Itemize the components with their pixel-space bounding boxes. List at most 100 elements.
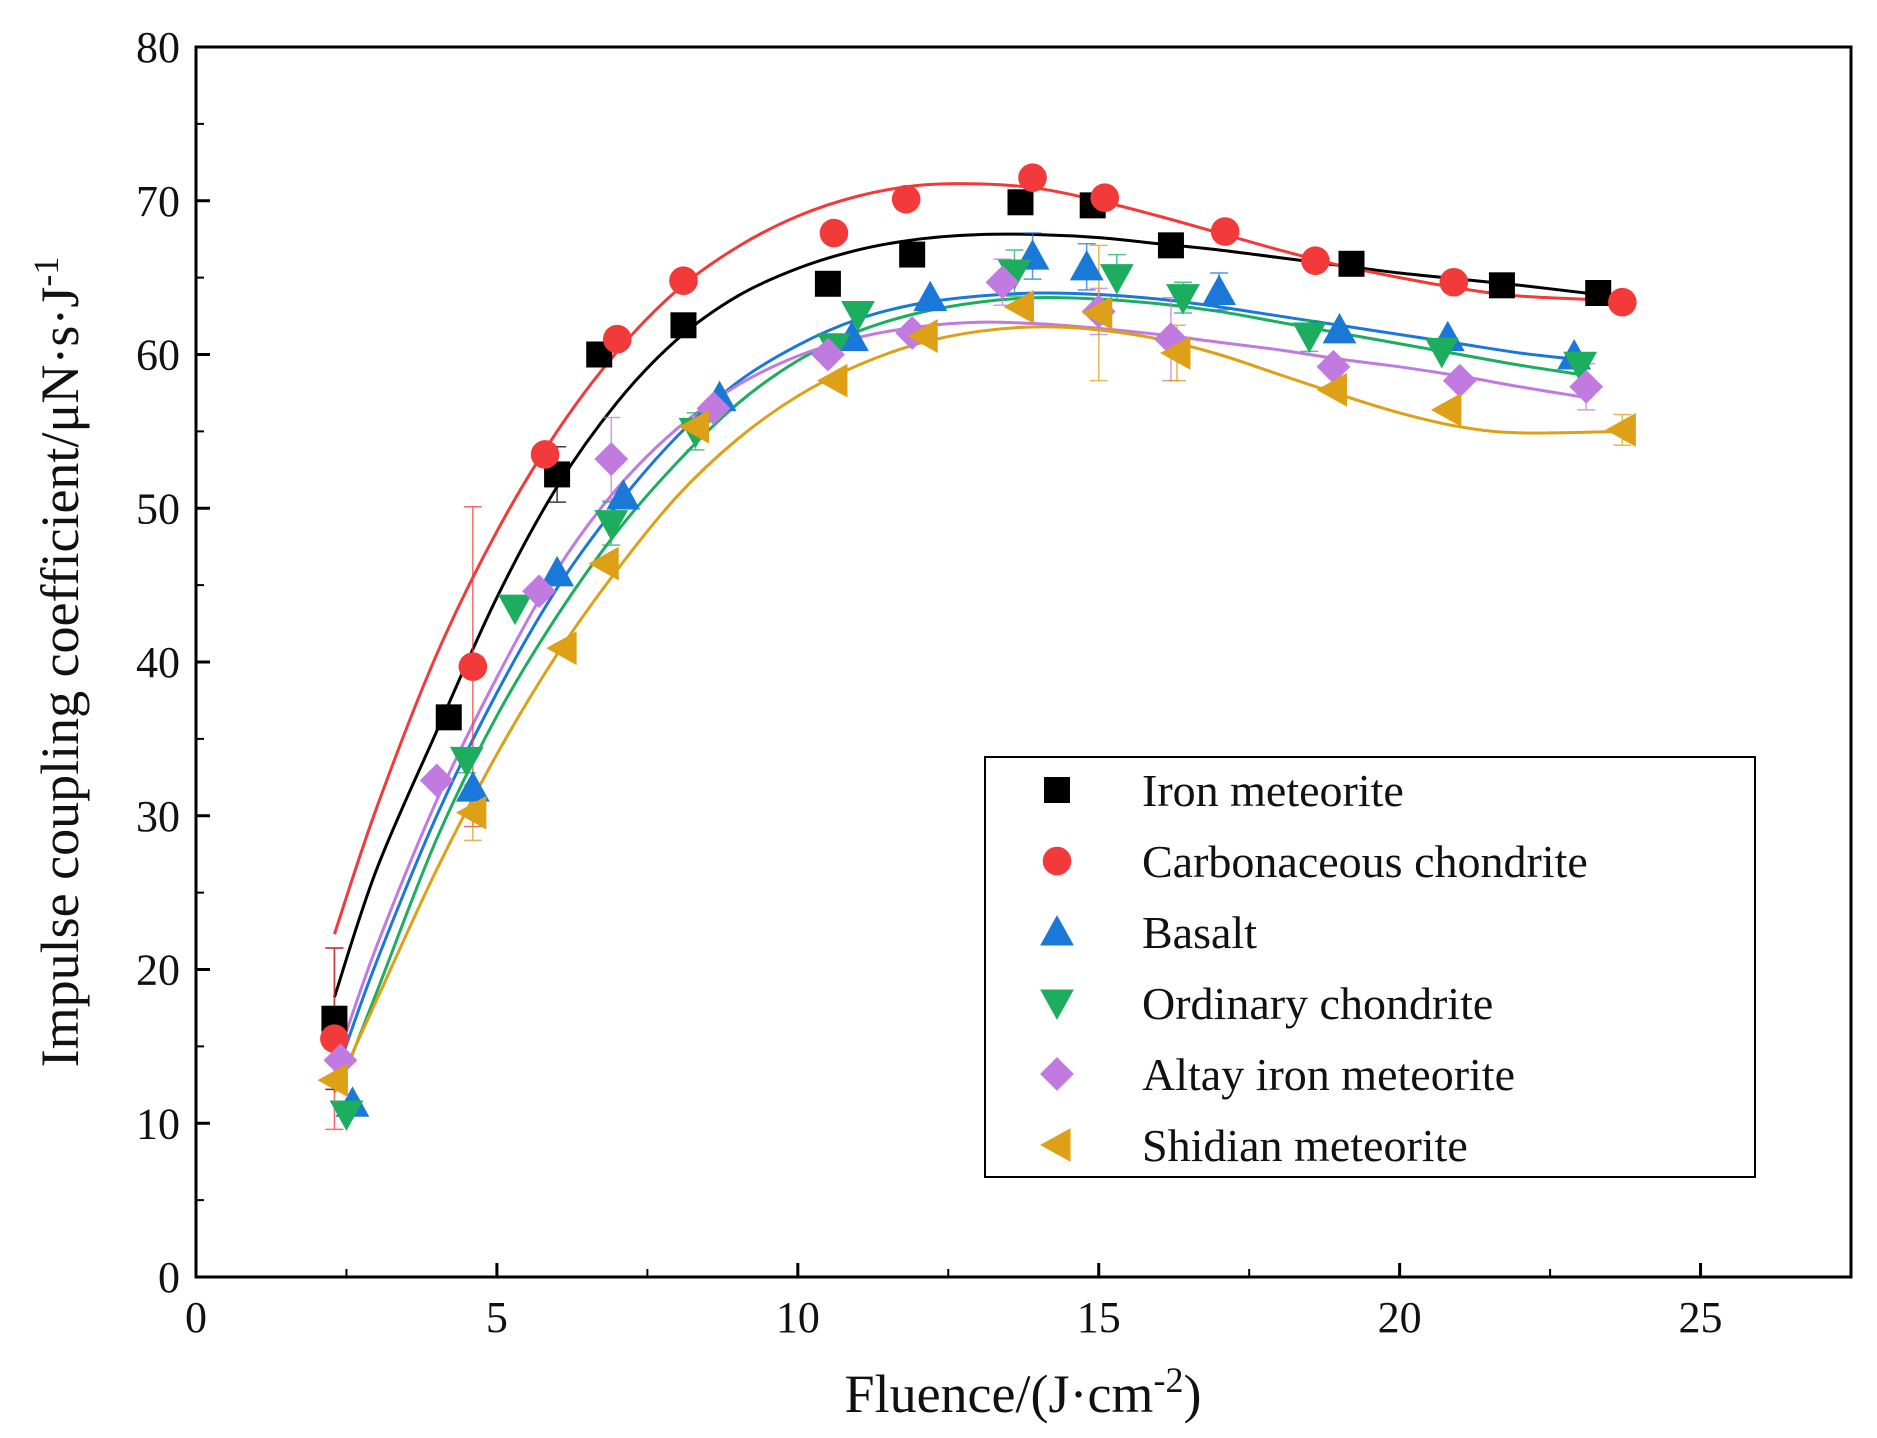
data-point-shidian-meteorite (1316, 372, 1347, 407)
data-point-iron-meteorite (1488, 272, 1515, 299)
data-point-ordinary-chondrite (1166, 284, 1200, 315)
data-point-carbonaceous-chondrite (602, 324, 632, 354)
data-point-iron-meteorite (670, 312, 697, 339)
data-point-shidian-meteorite (1160, 336, 1191, 370)
x-tick-label: 25 (1679, 1293, 1723, 1342)
data-point-shidian-meteorite (678, 409, 710, 444)
data-point-shidian-meteorite (907, 319, 938, 353)
data-point-ordinary-chondrite (329, 1100, 364, 1131)
data-point-shidian-meteorite (546, 631, 577, 666)
data-point-iron-meteorite (899, 241, 926, 268)
axis-ticks: 0 5 10 15 20 25 0 10 20 30 40 50 60 70 80 (136, 23, 1723, 1342)
y-tick-label: 70 (136, 177, 180, 226)
y-tick-label: 50 (136, 484, 180, 533)
legend-label: Altay iron meteorite (1142, 1049, 1515, 1100)
data-point-shidian-meteorite (588, 546, 619, 581)
data-point-basalt (1202, 274, 1236, 305)
data-point-carbonaceous-chondrite (1210, 217, 1240, 246)
fit-line-shidian-meteorite (333, 325, 1623, 1094)
legend-label: Iron meteorite (1142, 765, 1404, 816)
data-point-ordinary-chondrite (449, 746, 484, 778)
x-tick-label: 20 (1378, 1293, 1422, 1342)
data-point-ordinary-chondrite (997, 259, 1032, 290)
data-point-shidian-meteorite (1003, 289, 1035, 324)
data-point-basalt (606, 479, 641, 510)
fit-line-altay-iron-meteorite (339, 320, 1587, 1050)
legend-item-basalt: Basalt (1040, 907, 1257, 958)
legend-item-shidian-meteorite: Shidian meteorite (1040, 1120, 1468, 1171)
y-tick-label: 30 (136, 792, 180, 841)
data-point-basalt (913, 280, 948, 312)
data-point-altay-iron-meteorite (594, 442, 629, 476)
legend-marker-altay-iron-meteorite (1040, 1057, 1074, 1091)
data-markers (317, 163, 1637, 1131)
data-point-altay-iron-meteorite (1442, 363, 1477, 398)
x-tick-label: 0 (185, 1293, 207, 1342)
data-point-carbonaceous-chondrite (1301, 246, 1330, 276)
data-point-shidian-meteorite (1605, 412, 1636, 447)
data-point-carbonaceous-chondrite (819, 218, 849, 248)
legend-label: Ordinary chondrite (1142, 978, 1493, 1029)
data-point-carbonaceous-chondrite (1090, 183, 1120, 212)
y-tick-label: 60 (136, 331, 180, 380)
data-point-altay-iron-meteorite (419, 763, 454, 798)
data-point-altay-iron-meteorite (1154, 322, 1188, 357)
data-point-altay-iron-meteorite (1569, 369, 1604, 404)
y-axis-title: Impulse coupling coefficient/μN·s·J-1 (26, 257, 90, 1068)
x-tick-label: 5 (486, 1293, 508, 1342)
legend-item-ordinary-chondrite: Ordinary chondrite (1040, 978, 1493, 1029)
y-tick-label: 80 (136, 23, 180, 72)
data-point-altay-iron-meteorite (1316, 349, 1351, 384)
data-point-shidian-meteorite (1430, 392, 1462, 427)
legend-item-altay-iron-meteorite: Altay iron meteorite (1040, 1049, 1515, 1100)
data-point-shidian-meteorite (455, 795, 487, 830)
data-point-basalt (1069, 249, 1104, 281)
data-point-ordinary-chondrite (841, 301, 875, 332)
y-tick-label: 0 (158, 1253, 180, 1302)
x-axis-title: Fluence/(J·cm-2) (845, 1360, 1202, 1424)
legend-marker-ordinary-chondrite (1040, 989, 1074, 1020)
legend-marker-shidian-meteorite (1040, 1128, 1071, 1162)
data-point-iron-meteorite (1585, 280, 1612, 306)
data-point-ordinary-chondrite (1292, 322, 1327, 353)
data-point-ordinary-chondrite (1424, 337, 1459, 369)
legend-marker-basalt (1040, 915, 1074, 946)
data-point-carbonaceous-chondrite (1608, 287, 1637, 317)
y-tick-label: 20 (136, 946, 180, 995)
legend-item-carbonaceous-chondrite: Carbonaceous chondrite (1042, 836, 1588, 887)
x-tick-label: 10 (776, 1293, 820, 1342)
legend-label: Shidian meteorite (1142, 1120, 1468, 1171)
y-tick-label: 10 (136, 1099, 180, 1148)
data-point-carbonaceous-chondrite (530, 440, 560, 469)
legend-box (984, 756, 1756, 1178)
data-point-iron-meteorite (1007, 189, 1034, 216)
data-point-ordinary-chondrite (594, 510, 629, 541)
data-point-carbonaceous-chondrite (1018, 163, 1047, 192)
data-point-iron-meteorite (1157, 232, 1184, 259)
data-point-basalt (455, 771, 490, 802)
legend-label: Carbonaceous chondrite (1142, 836, 1588, 887)
legend-item-iron-meteorite: Iron meteorite (1044, 765, 1404, 816)
data-point-iron-meteorite (435, 704, 462, 731)
data-point-ordinary-chondrite (1563, 351, 1598, 383)
legend: Iron meteorite Carbonaceous chondrite Basa… (984, 756, 1756, 1178)
data-point-altay-iron-meteorite (696, 391, 731, 426)
data-point-altay-iron-meteorite (522, 574, 556, 609)
data-point-shidian-meteorite (817, 363, 848, 398)
x-tick-label: 15 (1077, 1293, 1121, 1342)
data-point-altay-iron-meteorite (985, 265, 1020, 300)
data-point-carbonaceous-chondrite (1439, 267, 1469, 297)
data-point-basalt (540, 555, 574, 587)
legend-marker-carbonaceous-chondrite (1042, 846, 1072, 876)
data-point-shidian-meteorite (1081, 296, 1113, 330)
data-point-iron-meteorite (1338, 250, 1365, 277)
data-point-ordinary-chondrite (498, 594, 532, 626)
data-point-iron-meteorite (814, 270, 841, 297)
legend-label: Basalt (1142, 907, 1257, 958)
legend-marker-iron-meteorite (1044, 777, 1070, 803)
data-point-carbonaceous-chondrite (669, 266, 698, 296)
data-point-altay-iron-meteorite (811, 337, 845, 372)
data-point-basalt (1322, 313, 1357, 344)
